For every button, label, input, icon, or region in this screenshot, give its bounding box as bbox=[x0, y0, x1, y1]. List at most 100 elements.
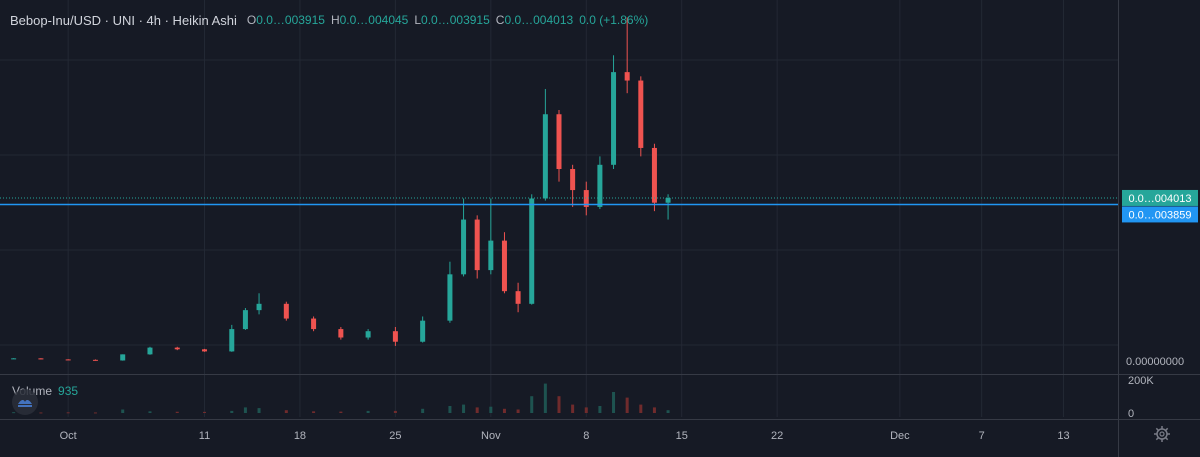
volume-bar bbox=[66, 412, 70, 414]
candle-body bbox=[147, 347, 153, 355]
time-tick-label: 8 bbox=[583, 430, 589, 442]
time-tick-label: 11 bbox=[199, 430, 210, 442]
zero-price-label: 0.00000000 bbox=[1126, 356, 1184, 368]
time-tick-label: 15 bbox=[676, 430, 688, 442]
ohlc-low: L0.0…003915 bbox=[414, 13, 490, 27]
candle-body bbox=[38, 358, 44, 360]
volume-bar bbox=[93, 412, 97, 414]
volume-bar bbox=[393, 410, 397, 413]
volume-bar bbox=[639, 404, 643, 413]
volume-tick-label: 0 bbox=[1128, 408, 1134, 420]
candle-body bbox=[542, 114, 548, 199]
candle-body bbox=[665, 197, 671, 203]
candle-body bbox=[556, 114, 562, 170]
volume-bar bbox=[557, 396, 561, 413]
candle-body bbox=[570, 169, 576, 191]
candle-body bbox=[242, 310, 248, 330]
candle-body bbox=[65, 359, 71, 361]
price-scale[interactable]: 0.0…004013 0.0…003859 0.00000000 200K 0 bbox=[1122, 189, 1198, 420]
volume-bar bbox=[625, 397, 629, 413]
symbol-title: Bebop-Inu/USD · UNI · 4h · Heikin Ashi bbox=[10, 12, 237, 28]
last-price-label-bg bbox=[1122, 189, 1198, 206]
volume-bar bbox=[652, 407, 656, 413]
candle-body bbox=[474, 219, 480, 271]
volume-value: 935 bbox=[58, 384, 79, 398]
candle-body bbox=[202, 349, 208, 352]
time-tick-label: Dec bbox=[890, 430, 910, 442]
tradingview-logo-icon[interactable] bbox=[12, 389, 38, 415]
volume-bar bbox=[543, 383, 547, 413]
time-axis[interactable]: Oct 11 18 25 Nov 8 15 22 Dec 7 13 bbox=[60, 430, 1070, 442]
volume-bar bbox=[612, 392, 616, 413]
volume-bar bbox=[502, 408, 506, 413]
volume-bar bbox=[462, 404, 466, 413]
candle-body bbox=[365, 331, 371, 338]
volume-bar bbox=[421, 408, 425, 413]
last-price-label: 0.0…004013 bbox=[1129, 193, 1192, 205]
gear-icon[interactable] bbox=[1152, 424, 1172, 444]
price-line-label: 0.0…003859 bbox=[1129, 209, 1192, 221]
candle-body bbox=[597, 164, 603, 207]
volume-bar bbox=[489, 406, 493, 413]
volume-bar bbox=[584, 407, 588, 413]
candle-body bbox=[651, 147, 657, 203]
chart-overlays bbox=[0, 197, 1118, 206]
volume-bar bbox=[284, 410, 288, 413]
volume-bar bbox=[366, 410, 370, 413]
candle-body bbox=[501, 240, 507, 292]
volume-bar bbox=[175, 411, 179, 413]
time-tick-label: 25 bbox=[389, 430, 401, 442]
candle-body bbox=[120, 354, 126, 361]
candle-body bbox=[229, 329, 235, 352]
volume-bar bbox=[312, 411, 316, 413]
candle-body bbox=[420, 320, 426, 342]
candle-body bbox=[624, 72, 630, 81]
ohlc-open: O0.0…003915 bbox=[246, 13, 325, 27]
volume-bar bbox=[598, 406, 602, 413]
volume-bar bbox=[243, 407, 247, 413]
candle-body bbox=[283, 303, 289, 319]
volume-bar bbox=[475, 407, 479, 413]
volume-bar bbox=[12, 412, 16, 414]
volume-bar bbox=[39, 412, 43, 414]
candle-body bbox=[583, 190, 589, 207]
volume-bar bbox=[203, 411, 207, 413]
ohlc-high: H0.0…004045 bbox=[330, 13, 409, 27]
volume-bar bbox=[121, 409, 125, 413]
time-tick-label: Nov bbox=[481, 430, 501, 442]
volume-bar bbox=[230, 410, 234, 413]
volume-bar bbox=[666, 410, 670, 413]
volume-bar bbox=[516, 409, 520, 413]
candle-body bbox=[392, 331, 398, 342]
price-line-label-bg bbox=[1122, 206, 1198, 223]
candle-body bbox=[311, 318, 317, 330]
price-candles bbox=[11, 17, 671, 361]
time-tick-label: 22 bbox=[771, 430, 783, 442]
volume-bars bbox=[12, 383, 670, 414]
volume-bar bbox=[257, 408, 261, 413]
candle-body bbox=[611, 72, 617, 165]
volume-bar bbox=[148, 411, 152, 413]
candle-body bbox=[11, 358, 17, 360]
time-tick-label: Oct bbox=[60, 430, 77, 442]
time-tick-label: 13 bbox=[1057, 430, 1069, 442]
candle-body bbox=[338, 329, 344, 338]
candle-body bbox=[256, 303, 262, 311]
time-tick-label: 18 bbox=[294, 430, 306, 442]
candle-body bbox=[447, 274, 453, 321]
candle-body bbox=[515, 291, 521, 304]
candle-body bbox=[92, 359, 98, 361]
symbol-legend[interactable]: Bebop-Inu/USD · UNI · 4h · Heikin Ashi O… bbox=[10, 12, 654, 28]
candle-body bbox=[529, 198, 535, 304]
volume-bar bbox=[571, 404, 575, 413]
candle-body bbox=[488, 240, 494, 271]
volume-bar bbox=[339, 411, 343, 413]
ohlc-close: C0.0…004013 bbox=[495, 13, 574, 27]
time-tick-label: 7 bbox=[979, 430, 985, 442]
candle-body bbox=[174, 347, 180, 350]
candle-body bbox=[638, 80, 644, 148]
volume-bar bbox=[448, 406, 452, 413]
